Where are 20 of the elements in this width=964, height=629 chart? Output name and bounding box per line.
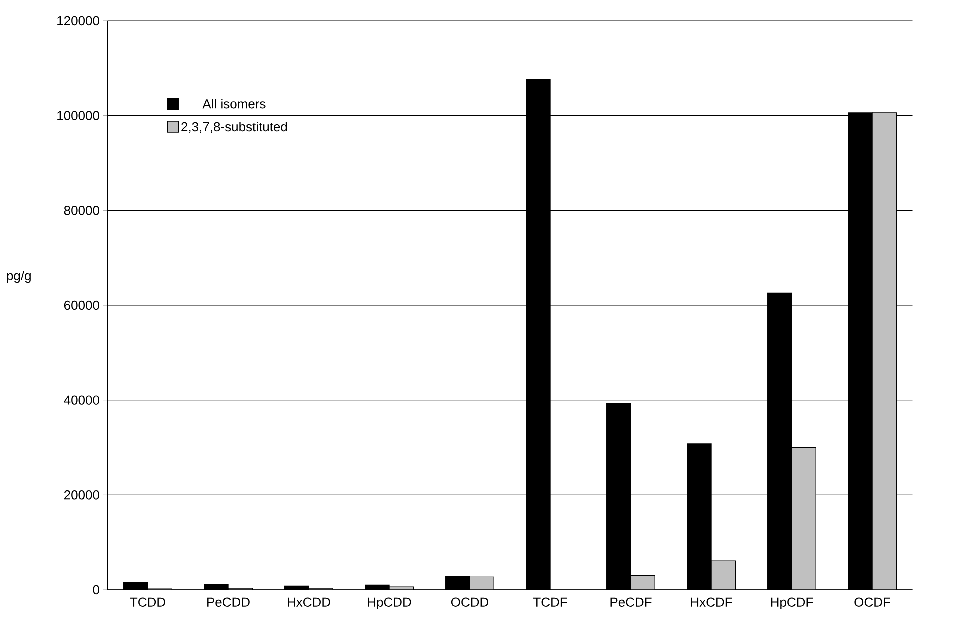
x-tick-label: HpCDD: [368, 598, 412, 610]
x-tick-label: HxCDD: [288, 598, 330, 607]
y-tick-label: 0: [93, 585, 100, 595]
y-axis-title: pg/g: [7, 270, 31, 284]
x-tick-label: OCDD: [451, 598, 489, 607]
legend-label: 2,3,7,8-substituted: [182, 122, 288, 134]
x-tick-label: PeCDD: [208, 598, 250, 607]
legend-label: All isomers: [202, 99, 266, 109]
y-tick-label: 100000: [58, 111, 100, 120]
y-tick-label: 120000: [58, 16, 100, 26]
y-tick-label: 40000: [64, 396, 100, 405]
y-tick-label: 80000: [64, 206, 100, 216]
x-tick-label: TCDD: [130, 598, 166, 607]
y-tick-label: 20000: [64, 490, 100, 500]
x-tick-label: TCDF: [533, 598, 568, 607]
x-tick-label: OCDF: [854, 598, 890, 607]
x-tick-label: PeCDF: [610, 598, 652, 607]
x-tick-label: HpCDF: [771, 598, 814, 610]
x-tick-label: HxCDF: [691, 598, 732, 607]
y-tick-label: 60000: [64, 300, 100, 310]
